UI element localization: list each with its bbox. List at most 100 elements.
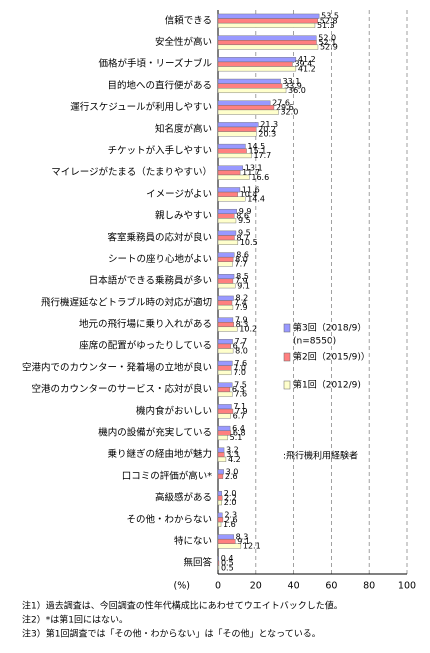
- value-label: 2.2: [224, 494, 237, 503]
- bar: [217, 339, 233, 345]
- bar: [217, 57, 297, 63]
- bar: [217, 283, 236, 289]
- value-label: 53.5: [321, 12, 339, 21]
- value-label: 10.2: [239, 325, 257, 334]
- x-tick-label: 40: [288, 581, 300, 592]
- value-label: 8.3: [236, 532, 249, 541]
- bar: [217, 83, 283, 89]
- value-label: 9.5: [238, 216, 251, 225]
- category-label: 客室乗務員の応対が良い: [107, 231, 212, 243]
- value-label: 9.1: [237, 281, 250, 290]
- value-label: 9.1: [237, 537, 250, 546]
- bar: [217, 425, 231, 431]
- bar: [217, 447, 225, 453]
- value-label: 5.1: [230, 433, 243, 442]
- bar: [217, 295, 234, 301]
- bar: [217, 126, 257, 132]
- bar: [217, 109, 279, 115]
- category-label: 信頼できる: [165, 14, 212, 26]
- bar: [217, 495, 223, 501]
- bar: [217, 500, 222, 506]
- value-label: 9.9: [239, 207, 252, 216]
- bar: [217, 213, 235, 219]
- bar: [217, 196, 246, 202]
- bar: [217, 435, 228, 441]
- bar: [217, 278, 234, 284]
- value-label: 14.4: [247, 194, 265, 203]
- bar: [217, 348, 234, 354]
- bar: [217, 35, 317, 41]
- x-tick-label: 0: [215, 581, 221, 592]
- value-label: 51.3: [317, 21, 335, 30]
- bar: [217, 61, 293, 67]
- bar: [217, 153, 252, 159]
- bar: [217, 40, 317, 46]
- bar: [217, 391, 233, 397]
- bar: [217, 78, 281, 84]
- bar: [217, 538, 236, 544]
- bar: [217, 131, 257, 137]
- value-label: 8.5: [236, 272, 249, 281]
- category-label: 高級感がある: [155, 492, 212, 504]
- value-label: 52.0: [318, 33, 336, 42]
- category-label: その他・わからない: [126, 513, 212, 525]
- bar: [217, 170, 241, 176]
- value-label: 1.6: [223, 520, 236, 529]
- bar: [217, 261, 233, 267]
- value-label: 8.2: [235, 294, 248, 303]
- bar: [217, 143, 246, 149]
- value-label: 3.3: [226, 450, 239, 459]
- value-label: 7.9: [235, 277, 248, 286]
- category-label: イメージがよい: [146, 188, 212, 200]
- category-label: 価格が手頃・リーズナブル: [98, 58, 212, 70]
- bar: [217, 191, 238, 197]
- value-label: 7.7: [235, 260, 248, 269]
- value-label: 52.9: [320, 43, 338, 52]
- bar: [217, 187, 241, 193]
- category-label: 機内食がおいしい: [136, 405, 212, 417]
- value-label: 13.1: [245, 164, 263, 173]
- bar: [217, 230, 237, 236]
- value-label: 7.6: [234, 359, 247, 368]
- bar: [217, 66, 297, 72]
- value-label: 41.2: [298, 55, 316, 64]
- value-label: 7.9: [235, 303, 248, 312]
- value-label: 8.0: [235, 255, 248, 264]
- value-label: 7.6: [234, 390, 247, 399]
- category-label: 飛行機遅延などトラブル時の対応が適切: [41, 296, 212, 308]
- legend-swatch: [283, 352, 291, 362]
- value-label: 15.1: [249, 147, 267, 156]
- bar: [217, 274, 235, 280]
- bar: [217, 44, 319, 50]
- note: 注3）第1回調査では「その他・わからない」は「その他」となっている。: [22, 628, 321, 640]
- category-label: 地元の飛行場に乗り入れがある: [79, 318, 212, 330]
- category-label: 運行スケジュールが利用しやすい: [70, 101, 212, 113]
- bar: [217, 456, 227, 462]
- category-label: マイレージがたまる（たまりやすい）: [51, 166, 212, 178]
- value-label: 16.6: [251, 173, 269, 182]
- category-label: 乗り継ぎの経由地が魅力: [107, 448, 212, 460]
- value-label: 6.8: [233, 429, 246, 438]
- value-label: 6.7: [233, 411, 246, 420]
- bar: [217, 521, 222, 527]
- bar: [217, 13, 320, 19]
- bar: [217, 326, 238, 332]
- category-label: 座席の配置がゆったりしている: [79, 340, 212, 352]
- value-label: 33.1: [283, 77, 301, 86]
- bar: [217, 148, 247, 154]
- bar: [217, 322, 234, 328]
- bar: [217, 317, 234, 323]
- value-label: 2.6: [225, 515, 238, 524]
- x-tick-label: 60: [325, 581, 337, 592]
- bar: [217, 252, 235, 258]
- axis-unit: (%): [174, 581, 190, 592]
- value-label: 10.4: [240, 190, 258, 199]
- value-label: 6.4: [232, 424, 245, 433]
- value-label: 52.1: [318, 38, 336, 47]
- bar: [217, 408, 234, 414]
- value-label: 39.4: [294, 60, 312, 69]
- category-label: 知名度が高い: [155, 123, 212, 135]
- bar: [217, 122, 259, 128]
- value-label: 8.3: [236, 320, 249, 329]
